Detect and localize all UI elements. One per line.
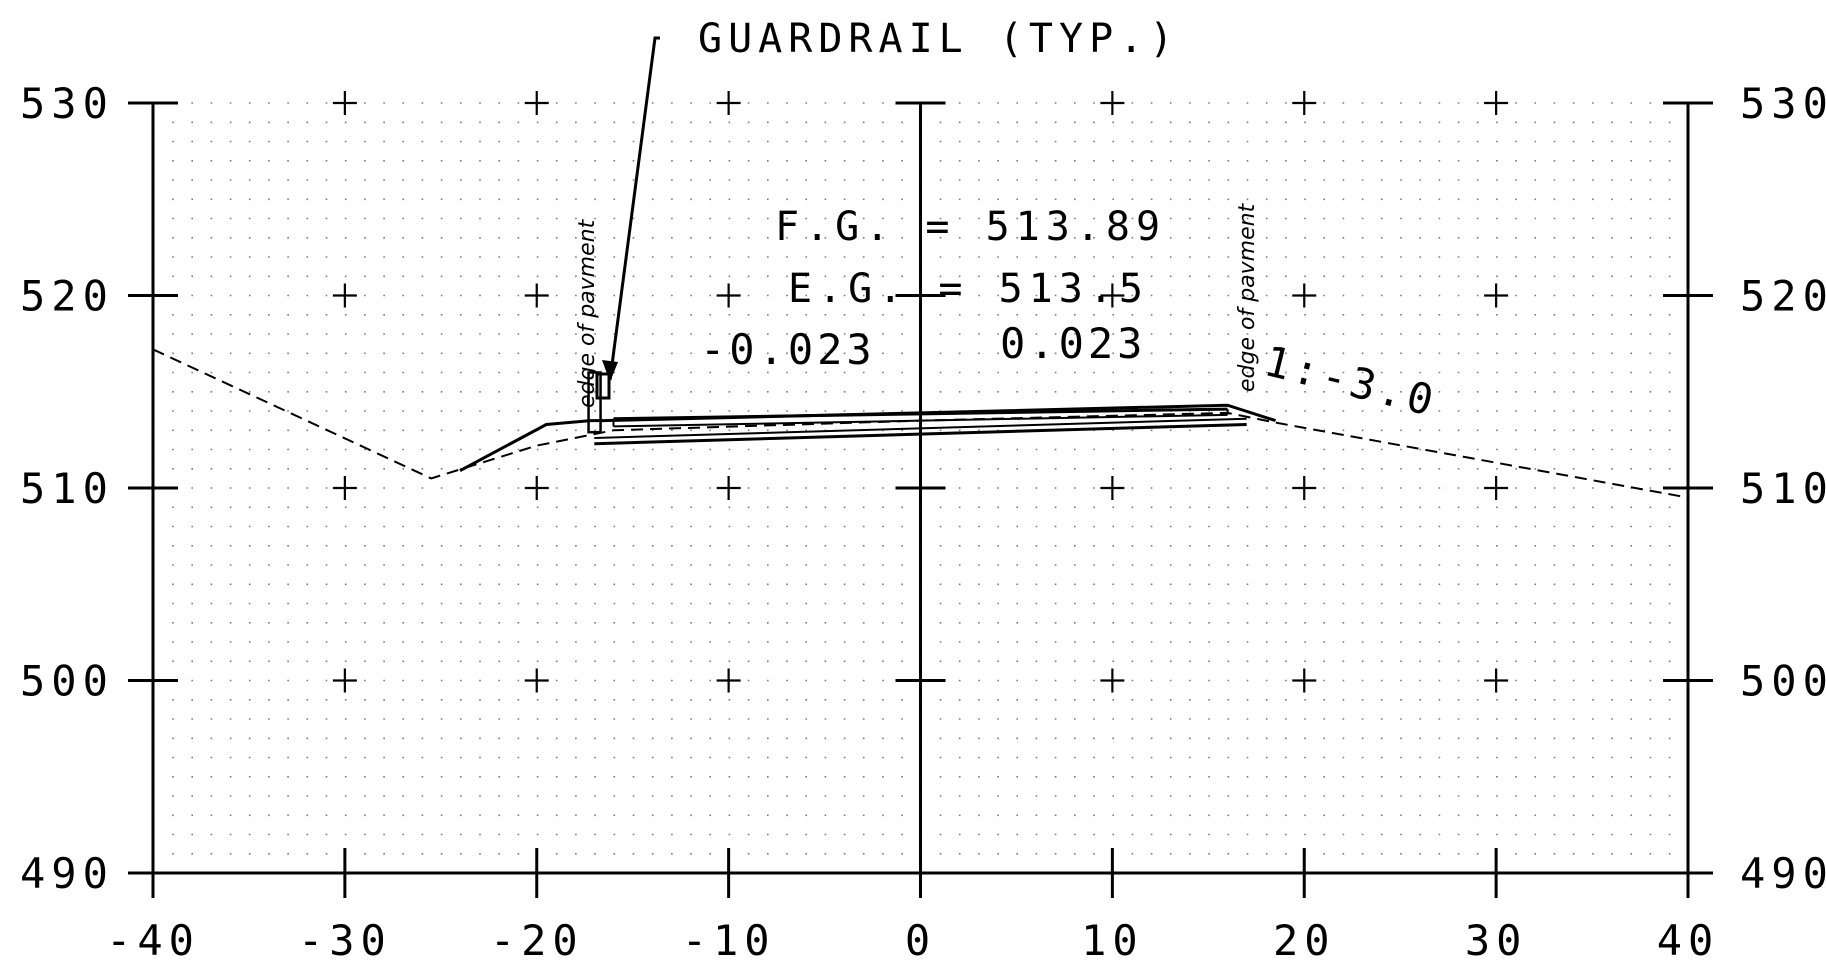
x-tick-label: -30: [298, 916, 392, 965]
pavement-layer: [594, 422, 1247, 446]
right-grade-label: 0.023: [1000, 319, 1146, 368]
y-tick-label-left: 530: [20, 79, 114, 128]
axis-ticks: [128, 101, 1713, 898]
grid-cross-marker: [332, 476, 357, 500]
grid-cross-marker: [1292, 283, 1317, 308]
guardrail-post: [587, 371, 602, 434]
x-tick-label: 20: [1273, 916, 1336, 965]
x-tick-label: -40: [106, 916, 200, 965]
grid-cross-marker: [1100, 283, 1125, 308]
pavement-structure: [587, 371, 1247, 446]
guardrail-label: GUARDRAIL (TYP.): [698, 16, 1179, 62]
grid-cross-marker: [1100, 476, 1125, 500]
axis-tick-labels: 490 490 500 500 510 510 520 520 530 530 -40 -30 -20 -…: [20, 79, 1826, 965]
y-tick-label-left: 490: [20, 849, 114, 898]
grid-cross-marker: [1292, 91, 1317, 115]
grid-cross-marker: [524, 91, 549, 115]
grid-cross-marker: [1484, 283, 1509, 308]
edge-of-pavement-left-label: edge of pavment: [575, 218, 600, 408]
x-tick-label: 10: [1081, 916, 1144, 965]
y-tick-label-right: 490: [1740, 849, 1826, 898]
x-tick-label: 30: [1465, 916, 1528, 965]
y-tick-label-left: 500: [20, 657, 114, 706]
fg-label: F.G. = 513.89: [775, 204, 1166, 250]
grid-cross-marker: [1484, 91, 1509, 115]
x-tick-label: 0: [905, 916, 936, 965]
grid-cross-marker: [332, 283, 357, 308]
y-tick-label-right: 510: [1740, 464, 1826, 513]
pavement-layer: [613, 413, 1228, 428]
x-tick-label: -20: [490, 916, 584, 965]
edge-of-pavement-right-label: edge of pavment: [1235, 202, 1260, 392]
x-tick-label: -10: [682, 916, 776, 965]
y-tick-label-right: 500: [1740, 657, 1826, 706]
finished-grade-line: [459, 403, 1276, 473]
profile-lines: [152, 348, 1689, 499]
y-tick-label-right: 530: [1740, 79, 1826, 128]
y-tick-label-left: 510: [20, 464, 114, 513]
grid-cross-marker: [1292, 668, 1317, 693]
side-slope-label: 1:-3.0: [1260, 336, 1442, 426]
existing-ground-line: [152, 348, 1689, 499]
grid-cross-marker: [1100, 668, 1125, 693]
pavement-layer: [613, 407, 1228, 421]
x-tick-label: 40: [1657, 916, 1720, 965]
grid-crosses: [332, 91, 1509, 693]
pavement-layer: [594, 417, 1247, 439]
grid-cross-marker: [332, 91, 357, 115]
grid-cross-marker: [524, 668, 549, 693]
y-tick-label-right: 520: [1740, 272, 1826, 321]
grid-cross-marker: [524, 476, 549, 500]
grid-cross-marker: [716, 476, 741, 500]
grid-cross-marker: [716, 668, 741, 693]
guardrail-callout: GUARDRAIL (TYP.): [595, 16, 1179, 400]
y-tick-label-left: 520: [20, 272, 114, 321]
eg-label: E.G. = 513.5: [788, 266, 1149, 312]
grid-cross-marker: [524, 283, 549, 308]
left-grade-label: -0.023: [700, 325, 876, 374]
grid-cross-marker: [1484, 476, 1509, 500]
grid-cross-marker: [1100, 91, 1125, 115]
grid-cross-marker: [1292, 476, 1317, 500]
grid-cross-marker: [716, 91, 741, 115]
grid-cross-marker: [332, 668, 357, 693]
grid-cross-marker: [716, 283, 741, 308]
grid-cross-marker: [1484, 668, 1509, 693]
